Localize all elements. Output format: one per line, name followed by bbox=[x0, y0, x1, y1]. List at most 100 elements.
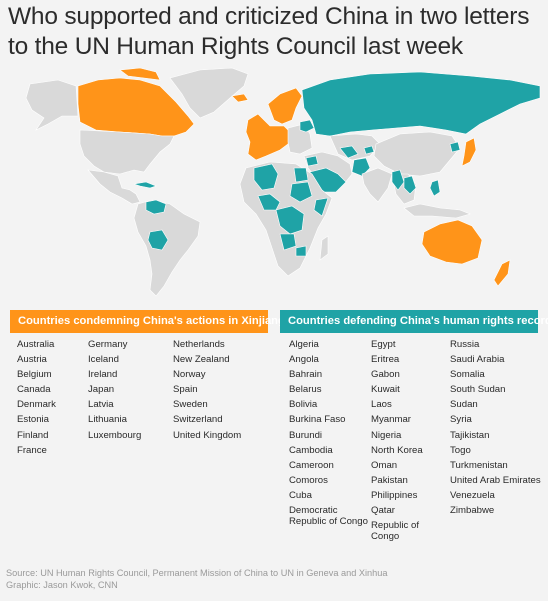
country-name: Cameroon bbox=[289, 459, 334, 471]
map-cuba bbox=[133, 181, 157, 189]
country-name: New Zealand bbox=[173, 354, 230, 366]
legend-defending-header: Countries defending China's human rights… bbox=[280, 310, 548, 333]
country-name: Sweden bbox=[173, 399, 208, 411]
country-name: Belarus bbox=[289, 384, 322, 396]
map-syria bbox=[305, 155, 319, 167]
country-name: Venezuela bbox=[450, 489, 495, 501]
map-algeria bbox=[253, 163, 279, 191]
country-name: United Arab Emirates bbox=[450, 474, 541, 486]
map-india bbox=[361, 167, 393, 203]
country-name: Oman bbox=[371, 459, 398, 471]
map-bolivia bbox=[147, 229, 169, 251]
country-name: Belgium bbox=[17, 369, 52, 381]
country-name: Nigeria bbox=[371, 429, 402, 441]
map-indonesia bbox=[403, 203, 471, 219]
map-western-europe bbox=[245, 113, 291, 161]
graphic-credit: Graphic: Jason Kwok, CNN bbox=[6, 580, 118, 590]
country-name: Zimbabwe bbox=[450, 505, 495, 517]
country-name: Lithuania bbox=[88, 414, 127, 426]
map-new-zealand bbox=[493, 259, 511, 287]
country-name: Syria bbox=[450, 414, 472, 426]
map-myanmar bbox=[391, 169, 405, 191]
country-name: Myanmar bbox=[371, 414, 411, 426]
map-central-africa bbox=[275, 205, 305, 235]
map-greenland bbox=[169, 67, 249, 119]
country-name: Egypt bbox=[371, 339, 396, 350]
map-belarus bbox=[299, 119, 315, 133]
page-title: Who supported and criticized China in tw… bbox=[8, 3, 530, 60]
country-name: Tajikistan bbox=[450, 429, 490, 441]
map-sudan bbox=[289, 181, 313, 203]
country-name: Russia bbox=[450, 339, 480, 350]
country-name: Germany bbox=[88, 339, 128, 350]
country-name: Estonia bbox=[17, 414, 49, 426]
map-canada-islands bbox=[119, 67, 161, 81]
country-name: Iceland bbox=[88, 354, 119, 366]
country-name: Philippines bbox=[371, 489, 418, 501]
map-tajikistan bbox=[363, 145, 375, 155]
country-name: Burkina Faso bbox=[289, 414, 346, 426]
country-name: Bahrain bbox=[289, 369, 323, 381]
map-canada bbox=[77, 77, 195, 137]
map-zimbabwe bbox=[295, 245, 307, 257]
country-name: Bolivia bbox=[289, 399, 318, 411]
country-name: Ireland bbox=[88, 369, 118, 381]
country-name: Denmark bbox=[17, 399, 56, 411]
map-russia bbox=[301, 71, 541, 137]
country-name: Gabon bbox=[371, 369, 400, 381]
country-name: Australia bbox=[17, 339, 55, 350]
map-venezuela bbox=[145, 199, 167, 215]
country-name: Switzerland bbox=[173, 414, 223, 426]
map-pakistan bbox=[351, 157, 371, 177]
map-madagascar bbox=[319, 235, 329, 261]
country-name: Pakistan bbox=[371, 474, 408, 486]
map-china bbox=[373, 131, 461, 177]
condemning-column-1: Australia Austria Belgium Canada Denmark Esto… bbox=[17, 339, 83, 460]
map-australia bbox=[421, 219, 483, 265]
map-north-korea bbox=[449, 141, 461, 153]
country-name: Laos bbox=[371, 399, 392, 411]
source-note: Source: UN Human Rights Council, Permane… bbox=[6, 568, 388, 578]
country-name: North Korea bbox=[371, 444, 423, 456]
footer: Source: UN Human Rights Council, Permane… bbox=[6, 567, 387, 591]
country-name: Republic of Congo bbox=[371, 520, 419, 543]
country-name: Eritrea bbox=[371, 354, 400, 366]
legend-condemning-header: Countries condemning China's actions in … bbox=[10, 310, 285, 333]
map-laos-cambodia bbox=[403, 175, 417, 195]
country-name: Kuwait bbox=[371, 384, 400, 396]
country-name: Comoros bbox=[289, 474, 328, 486]
country-name: South Sudan bbox=[450, 384, 506, 396]
country-name: Austria bbox=[17, 354, 47, 366]
country-name: Togo bbox=[450, 444, 471, 456]
country-name: Luxembourg bbox=[88, 429, 142, 441]
map-west-africa bbox=[257, 193, 281, 211]
country-name: Cuba bbox=[289, 489, 312, 501]
country-name: Cambodia bbox=[289, 444, 333, 456]
country-name: Norway bbox=[173, 369, 206, 381]
country-name: Democratic Republic of Congo bbox=[289, 505, 368, 528]
map-scandinavia bbox=[267, 87, 303, 125]
country-name: Japan bbox=[88, 384, 115, 396]
country-name: Netherlands bbox=[173, 339, 225, 350]
country-name: Turkmenistan bbox=[450, 459, 508, 471]
country-name: Finland bbox=[17, 429, 49, 441]
country-name: Burundi bbox=[289, 429, 323, 441]
country-name: United Kingdom bbox=[173, 429, 242, 441]
map-egypt bbox=[293, 167, 309, 183]
condemning-column-2: Germany Iceland Ireland Japan Latvia Lithuani… bbox=[88, 339, 168, 445]
country-name: Algeria bbox=[289, 339, 319, 350]
condemning-column-3: Netherlands New Zealand Norway Spain Sweden S… bbox=[173, 339, 268, 445]
map-somalia bbox=[313, 197, 329, 217]
country-name: Canada bbox=[17, 384, 51, 396]
map-philippines bbox=[429, 179, 441, 197]
country-name: Latvia bbox=[88, 399, 114, 411]
country-name: France bbox=[17, 444, 47, 456]
country-name: Saudi Arabia bbox=[450, 354, 505, 366]
defending-column-1: Algeria Angola Bahrain Belarus Bolivia Burkin… bbox=[289, 339, 369, 531]
defending-column-2: Egypt Eritrea Gabon Kuwait Laos Myanmar Nigeri… bbox=[371, 339, 446, 546]
map-japan bbox=[461, 137, 477, 167]
map-turkmenistan bbox=[339, 145, 359, 159]
country-name: Somalia bbox=[450, 369, 485, 381]
defending-column-3: Russia Saudi Arabia Somalia South Sudan Suda… bbox=[450, 339, 545, 520]
country-name: Sudan bbox=[450, 399, 478, 411]
